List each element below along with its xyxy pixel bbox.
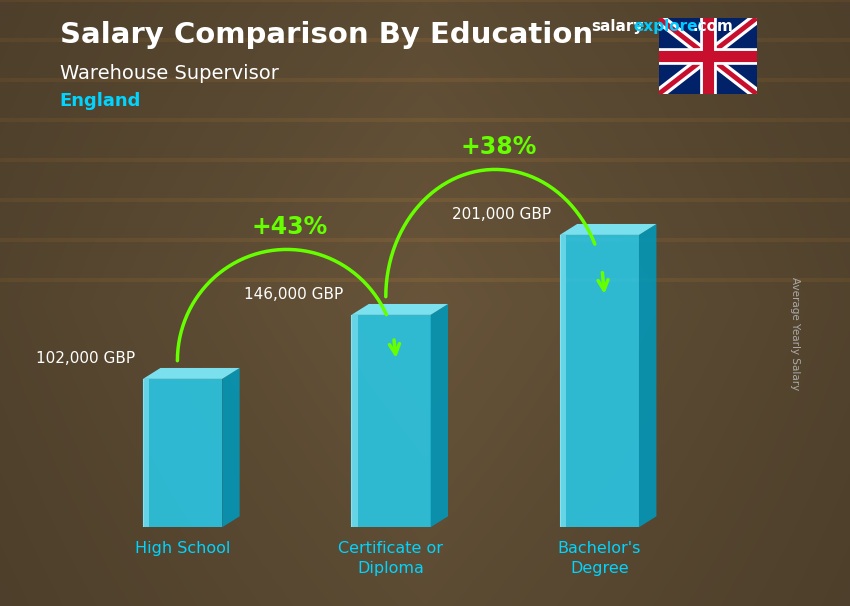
Polygon shape xyxy=(143,379,150,527)
Polygon shape xyxy=(560,235,566,527)
Polygon shape xyxy=(351,304,448,315)
Polygon shape xyxy=(351,315,358,527)
Text: +43%: +43% xyxy=(252,215,328,239)
Text: Warehouse Supervisor: Warehouse Supervisor xyxy=(60,64,278,82)
Polygon shape xyxy=(351,315,431,527)
Text: salary: salary xyxy=(591,19,643,35)
Polygon shape xyxy=(222,368,240,527)
Polygon shape xyxy=(143,368,240,379)
Polygon shape xyxy=(143,379,222,527)
Text: 146,000 GBP: 146,000 GBP xyxy=(244,287,343,302)
Text: 102,000 GBP: 102,000 GBP xyxy=(36,351,134,366)
Text: Salary Comparison By Education: Salary Comparison By Education xyxy=(60,21,592,49)
Polygon shape xyxy=(639,224,656,527)
Text: England: England xyxy=(60,92,141,110)
Polygon shape xyxy=(431,304,448,527)
Polygon shape xyxy=(560,235,639,527)
Text: explorer: explorer xyxy=(633,19,706,35)
Text: Average Yearly Salary: Average Yearly Salary xyxy=(790,277,801,390)
Text: 201,000 GBP: 201,000 GBP xyxy=(452,207,552,222)
Polygon shape xyxy=(560,224,656,235)
Text: .com: .com xyxy=(693,19,734,35)
Text: +38%: +38% xyxy=(460,135,536,159)
